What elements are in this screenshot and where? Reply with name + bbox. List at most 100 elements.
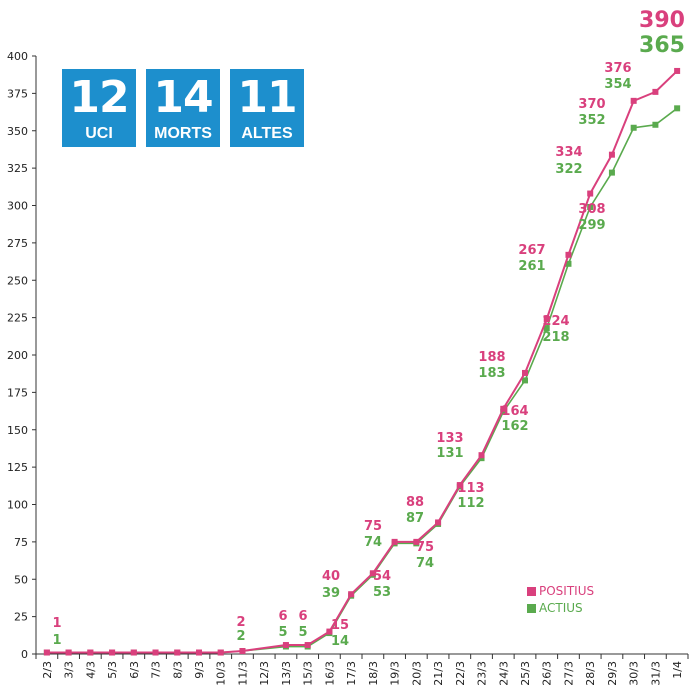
morts-stat-box: 14 MORTS [146, 69, 220, 147]
data-label-actius: 354 [604, 77, 631, 92]
legend-item-actius: ACTIUS [527, 601, 583, 615]
data-label-positius: 370 [578, 97, 605, 112]
x-tick-label: 10/3 [215, 661, 228, 686]
x-tick-label: 9/3 [193, 661, 206, 679]
y-tick-label: 25 [14, 611, 28, 624]
data-point-positius [435, 519, 442, 526]
x-tick-label: 7/3 [150, 661, 163, 679]
x-tick-label: 18/3 [367, 661, 380, 686]
data-label-positius: 88 [406, 495, 424, 510]
data-point-actius [630, 124, 637, 131]
data-point-positius [478, 452, 485, 459]
data-label-positius: 308 [578, 202, 605, 217]
data-label-actius: 74 [416, 556, 434, 571]
series-line-positius [46, 70, 678, 654]
data-label-actius: 5 [298, 625, 307, 640]
data-point-positius [652, 88, 659, 95]
data-label-positius: 164 [501, 404, 528, 419]
data-point-actius [543, 325, 550, 332]
data-point-positius [522, 369, 528, 376]
y-tick-label: 75 [14, 536, 28, 549]
y-tick-label: 350 [7, 125, 28, 138]
data-label-positius: 2 [236, 615, 245, 630]
data-point-positius [391, 538, 398, 545]
data-point-positius [369, 570, 376, 577]
y-tick-label: 175 [7, 386, 28, 399]
data-point-positius [65, 649, 72, 656]
data-label-positius: 133 [436, 431, 463, 446]
x-tick-label: 16/3 [323, 661, 336, 686]
x-tick-label: 26/3 [541, 661, 554, 686]
data-label-positius: 15 [331, 618, 349, 633]
y-tick-label: 250 [7, 274, 28, 287]
data-label-positius: 224 [542, 314, 569, 329]
x-tick-label: 31/3 [649, 661, 662, 686]
data-point-positius [587, 190, 594, 197]
x-tick-label: 24/3 [497, 661, 510, 686]
data-point-actius [565, 260, 572, 267]
series-line-actius [46, 107, 678, 654]
y-tick-label: 225 [7, 312, 28, 325]
data-point-positius [608, 151, 615, 158]
data-label-positius: 75 [416, 540, 434, 555]
y-tick-label: 325 [7, 162, 28, 175]
data-label-actius: 74 [364, 535, 382, 550]
data-label-positius: 188 [478, 350, 505, 365]
x-tick-label: 19/3 [389, 661, 402, 686]
y-tick-label: 200 [7, 349, 28, 362]
legend-label-actius: ACTIUS [539, 601, 583, 615]
y-tick-label: 375 [7, 87, 28, 100]
uci-value: 12 [69, 72, 129, 123]
x-tick-label: 8/3 [171, 661, 184, 679]
data-point-positius [109, 649, 116, 656]
data-label-actius: 87 [406, 511, 424, 526]
data-label-actius: 131 [436, 446, 463, 461]
x-tick-label: 11/3 [236, 661, 249, 686]
legend-swatch-positius [527, 587, 536, 596]
data-point-positius [348, 591, 355, 598]
data-label-actius: 14 [331, 634, 349, 649]
x-tick-label: 30/3 [628, 661, 641, 686]
data-label-positius: 40 [322, 569, 340, 584]
data-label-positius: 267 [518, 243, 545, 258]
x-tick-label: 1/4 [671, 661, 684, 679]
data-point-positius [217, 649, 224, 656]
data-point-positius [43, 649, 50, 656]
uci-label: UCI [85, 125, 113, 142]
y-tick-label: 50 [14, 573, 28, 586]
legend-item-positius: POSITIUS [527, 584, 594, 598]
data-label-positius: 54 [373, 569, 391, 584]
x-tick-label: 20/3 [410, 661, 423, 686]
data-point-positius [500, 405, 507, 412]
x-tick-label: 25/3 [519, 661, 532, 686]
data-label-actius: 218 [542, 330, 569, 345]
data-label-actius: 352 [578, 113, 605, 128]
data-point-positius [239, 648, 246, 655]
morts-value: 14 [153, 72, 213, 123]
x-tick-label: 4/3 [84, 661, 97, 679]
x-tick-label: 15/3 [302, 661, 315, 686]
data-point-positius [456, 482, 463, 489]
data-point-positius [543, 316, 550, 323]
data-label-positius: 6 [278, 609, 287, 624]
data-label-positius: 376 [604, 61, 631, 76]
altes-value: 11 [237, 72, 297, 123]
data-point-positius [304, 642, 311, 649]
x-tick-label: 17/3 [345, 661, 358, 686]
data-label-actius: 322 [555, 162, 582, 177]
x-tick-label: 2/3 [41, 661, 54, 679]
y-tick-label: 0 [21, 648, 28, 661]
x-tick-label: 29/3 [606, 661, 619, 686]
data-label-actius: 162 [501, 419, 528, 434]
x-tick-label: 22/3 [454, 661, 467, 686]
y-tick-label: 100 [7, 499, 28, 512]
data-label-actius: 5 [278, 625, 287, 640]
data-point-actius [674, 105, 681, 112]
data-point-actius [652, 121, 659, 128]
data-label-positius: 75 [364, 519, 382, 534]
data-point-positius [565, 251, 572, 258]
data-label-positius: 390 [639, 8, 685, 33]
data-point-positius [282, 642, 289, 649]
data-label-actius: 299 [578, 218, 605, 233]
data-label-positius: 113 [457, 481, 484, 496]
